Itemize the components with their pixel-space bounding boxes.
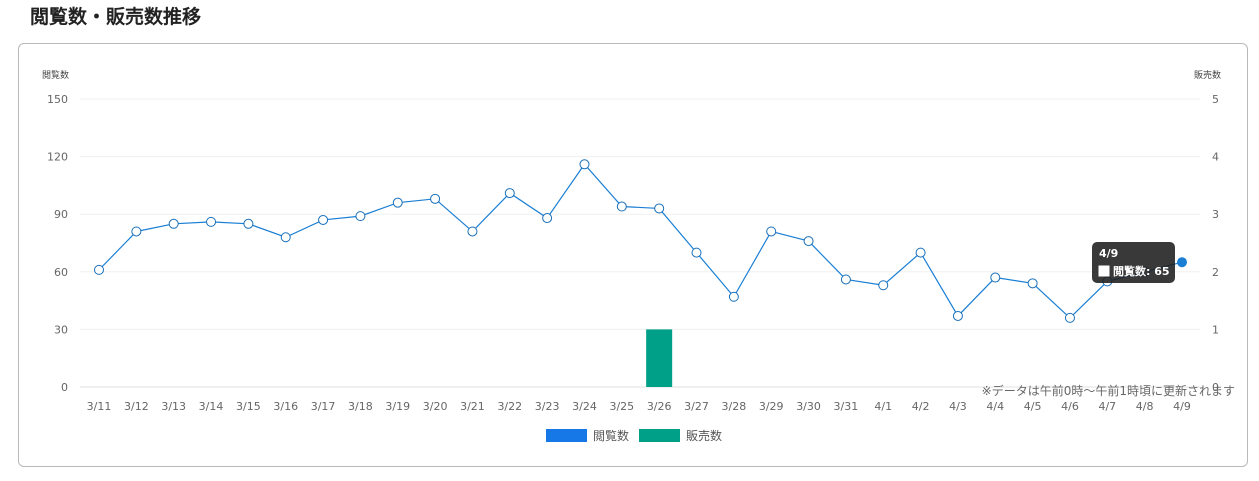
y-right-tick-label: 1: [1212, 323, 1219, 336]
views-point[interactable]: [691, 247, 702, 258]
x-tick-label: 4/5: [1024, 400, 1042, 413]
update-footnote: ※データは午前0時〜午前1時頃に更新されます: [981, 384, 1235, 398]
views-line: [98, 163, 1183, 319]
x-tick-label: 4/3: [949, 400, 967, 413]
x-tick-label: 4/1: [874, 400, 892, 413]
x-tick-label: 3/28: [722, 400, 747, 413]
x-tick-label: 3/12: [124, 400, 149, 413]
views-point[interactable]: [168, 218, 179, 229]
views-point[interactable]: [131, 226, 142, 237]
x-tick-label: 3/18: [348, 400, 373, 413]
x-tick-label: 4/7: [1098, 400, 1116, 413]
x-tick-label: 3/14: [199, 400, 224, 413]
views-point[interactable]: [878, 280, 889, 291]
y-right-axis-title: 販売数: [1194, 69, 1221, 81]
y-left-tick-label: 0: [61, 381, 68, 394]
tooltip-title: 4/9: [1099, 247, 1118, 260]
views-point[interactable]: [728, 291, 739, 302]
views-point-active[interactable]: [1177, 257, 1187, 268]
x-tick-label: 3/25: [609, 400, 634, 413]
y-left-tick-label: 120: [47, 151, 68, 164]
legend-swatch[interactable]: [546, 429, 587, 442]
tooltip-swatch: [1098, 265, 1110, 277]
y-left-tick-label: 150: [47, 93, 68, 106]
x-tick-label: 3/24: [572, 400, 597, 413]
views-point[interactable]: [280, 232, 291, 243]
views-point[interactable]: [1027, 278, 1038, 289]
views-point[interactable]: [990, 272, 1001, 283]
views-point[interactable]: [94, 264, 104, 275]
views-point[interactable]: [766, 226, 777, 237]
x-tick-label: 3/19: [385, 400, 410, 413]
views-point[interactable]: [430, 193, 441, 204]
x-tick-label: 3/11: [87, 400, 112, 413]
y-right-tick-label: 2: [1212, 266, 1219, 279]
x-tick-label: 3/23: [535, 400, 560, 413]
y-right-tick-label: 0: [1212, 381, 1219, 394]
x-tick-label: 4/2: [912, 400, 930, 413]
x-tick-label: 3/26: [647, 400, 672, 413]
views-point[interactable]: [579, 159, 590, 170]
x-tick-label: 3/16: [273, 400, 298, 413]
views-point[interactable]: [1064, 312, 1075, 323]
views-point[interactable]: [206, 216, 217, 227]
views-point[interactable]: [355, 211, 366, 222]
y-right-tick-label: 3: [1212, 208, 1219, 221]
views-point[interactable]: [803, 236, 814, 247]
views-point[interactable]: [467, 226, 478, 237]
x-tick-label: 3/31: [834, 400, 859, 413]
views-point[interactable]: [952, 310, 963, 321]
x-tick-label: 4/4: [986, 400, 1004, 413]
legend-label[interactable]: 販売数: [686, 428, 722, 443]
views-point[interactable]: [243, 218, 254, 229]
y-right-tick-label: 5: [1212, 93, 1219, 106]
x-tick-label: 4/9: [1173, 400, 1191, 413]
x-tick-label: 3/13: [161, 400, 186, 413]
chart-card: [18, 43, 1248, 467]
y-left-tick-label: 90: [54, 208, 68, 221]
views-point[interactable]: [616, 201, 627, 212]
page-title: 閲覧数・販売数推移: [30, 6, 202, 28]
x-tick-label: 3/22: [497, 400, 522, 413]
views-point[interactable]: [392, 197, 403, 208]
y-right-tick-label: 4: [1212, 151, 1219, 164]
legend-label[interactable]: 閲覧数: [593, 428, 629, 443]
x-tick-label: 3/21: [460, 400, 485, 413]
sales-bar[interactable]: [646, 329, 673, 387]
views-point[interactable]: [504, 188, 515, 199]
x-tick-label: 4/6: [1061, 400, 1079, 413]
views-point[interactable]: [542, 213, 553, 224]
x-tick-label: 3/17: [311, 400, 336, 413]
x-tick-label: 3/27: [684, 400, 709, 413]
x-tick-label: 3/30: [796, 400, 821, 413]
legend-swatch[interactable]: [639, 429, 680, 442]
x-tick-label: 3/20: [423, 400, 448, 413]
views-point[interactable]: [654, 203, 665, 214]
views-point[interactable]: [840, 274, 851, 285]
tooltip-box: [1092, 242, 1175, 283]
tooltip-label: 閲覧数: 65: [1113, 264, 1170, 278]
x-tick-label: 4/8: [1136, 400, 1154, 413]
x-tick-label: 3/29: [759, 400, 784, 413]
x-tick-label: 3/15: [236, 400, 261, 413]
y-left-tick-label: 60: [54, 266, 68, 279]
views-point[interactable]: [318, 214, 329, 225]
views-point[interactable]: [915, 247, 926, 258]
y-left-tick-label: 30: [54, 323, 68, 336]
y-left-axis-title: 閲覧数: [42, 69, 69, 81]
